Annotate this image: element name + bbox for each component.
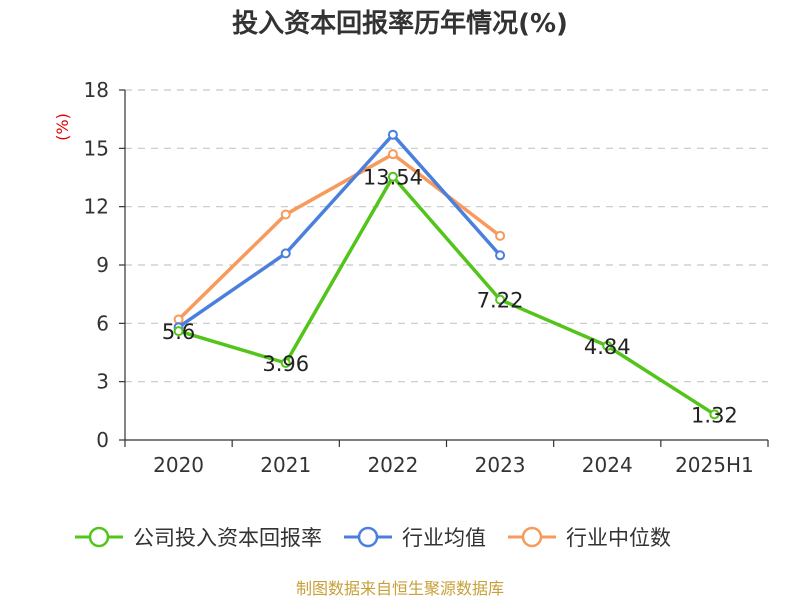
data-point[interactable] (280, 248, 291, 259)
legend-item[interactable]: 公司投入资本回报率 (75, 526, 322, 550)
y-tick-label: 15 (84, 136, 109, 160)
series-layer (173, 129, 720, 420)
series (173, 171, 720, 420)
x-tick-label: 2025H1 (675, 453, 754, 477)
y-tick-label: 3 (96, 370, 109, 394)
y-tick-label: 6 (96, 311, 109, 335)
series-line (178, 174, 716, 416)
data-point[interactable] (280, 209, 291, 220)
data-point[interactable] (387, 149, 398, 160)
data-point[interactable] (280, 358, 291, 368)
legend-label: 行业中位数 (566, 526, 671, 550)
legend-marker (88, 526, 110, 548)
y-axis-unit: (%) (53, 113, 72, 141)
data-label: 3.96 (262, 352, 309, 376)
chart-title: 投入资本回报率历年情况(%) (232, 8, 568, 39)
y-tick-label: 0 (96, 428, 109, 452)
data-label: 1.32 (691, 403, 738, 427)
data-point[interactable] (173, 326, 184, 337)
x-tick-label: 2024 (582, 453, 633, 477)
x-tick-label: 2020 (153, 453, 204, 477)
legend-label: 公司投入资本回报率 (133, 526, 322, 550)
y-tick-label: 18 (84, 78, 109, 102)
legend: 公司投入资本回报率 行业均值 行业中位数 (75, 526, 671, 550)
data-label: 7.22 (477, 289, 524, 313)
data-point[interactable] (602, 340, 613, 351)
axis-layer: 0 3 6 9 12 15 18 2020 2021 2022 2023 2024 2025H1 (84, 78, 769, 477)
series (173, 129, 506, 333)
data-label: 5.6 (162, 320, 195, 344)
legend-label: 行业均值 (402, 526, 486, 550)
data-point[interactable] (387, 129, 398, 140)
x-tick-label: 2022 (367, 453, 418, 477)
data-label: 13.54 (363, 166, 423, 190)
data-point[interactable] (495, 294, 506, 305)
data-point[interactable] (387, 171, 398, 182)
x-tick-label: 2021 (260, 453, 311, 477)
y-tick-label: 9 (96, 253, 109, 277)
data-point[interactable] (709, 409, 720, 420)
data-point[interactable] (495, 250, 506, 261)
data-label-layer: 5.6 3.96 13.54 7.22 4.84 1.32 (162, 166, 738, 428)
legend-marker (521, 526, 543, 548)
legend-item[interactable]: 行业中位数 (508, 526, 671, 550)
y-tick-label: 12 (84, 195, 109, 219)
series-line (177, 132, 502, 329)
data-point[interactable] (495, 230, 506, 241)
legend-marker (357, 526, 379, 548)
legend-item[interactable]: 行业均值 (344, 526, 486, 550)
x-tick-label: 2023 (475, 453, 526, 477)
source-note: 制图数据来自恒生聚源数据库 (296, 579, 504, 598)
data-label: 4.84 (584, 335, 631, 359)
